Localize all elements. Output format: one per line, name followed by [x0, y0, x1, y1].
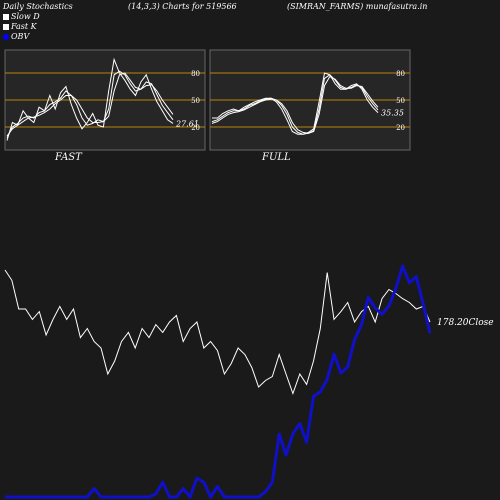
fast-panel-label: FAST — [55, 152, 82, 163]
legend-fast-k-swatch — [3, 24, 9, 30]
full-panel-label: FULL — [262, 152, 291, 163]
full-tick-20: 20 — [396, 124, 405, 132]
full-tick-80: 80 — [396, 70, 405, 78]
legend-obv-label: OBV — [11, 32, 30, 41]
fast-last-value-label: 27.61 — [175, 119, 199, 128]
fast-tick-20: 20 — [191, 124, 200, 132]
legend-slow-d-swatch — [3, 14, 9, 20]
fast-tick-50: 50 — [191, 97, 200, 105]
fast-series-2-line — [6, 72, 174, 137]
legend-fast-k-label: Fast K — [11, 22, 37, 31]
full-last-value-label: 35.35 — [381, 109, 404, 118]
full-series-1-line — [211, 74, 379, 135]
full-tick-50: 50 — [396, 97, 405, 105]
chart-symbol: (SIMRAN_FARMS) munafasutra.in — [287, 2, 428, 11]
legend-slow-d-label: Slow D — [11, 12, 40, 21]
obv-line — [5, 264, 432, 499]
legend-slow-d: Slow D — [3, 12, 40, 21]
fast-series-0-line — [6, 57, 174, 141]
legend-obv-swatch — [3, 34, 9, 40]
chart-params: (14,3,3) Charts for 519566 — [128, 2, 237, 11]
chart-title: Daily Stochastics — [3, 2, 73, 11]
full-series-2-line — [211, 75, 379, 134]
close-value-label: 178.20Close — [437, 318, 494, 328]
close-price-line — [4, 269, 431, 395]
fast-tick-80: 80 — [191, 70, 200, 78]
legend-obv: OBV — [3, 32, 29, 41]
legend-fast-k: Fast K — [3, 22, 37, 31]
